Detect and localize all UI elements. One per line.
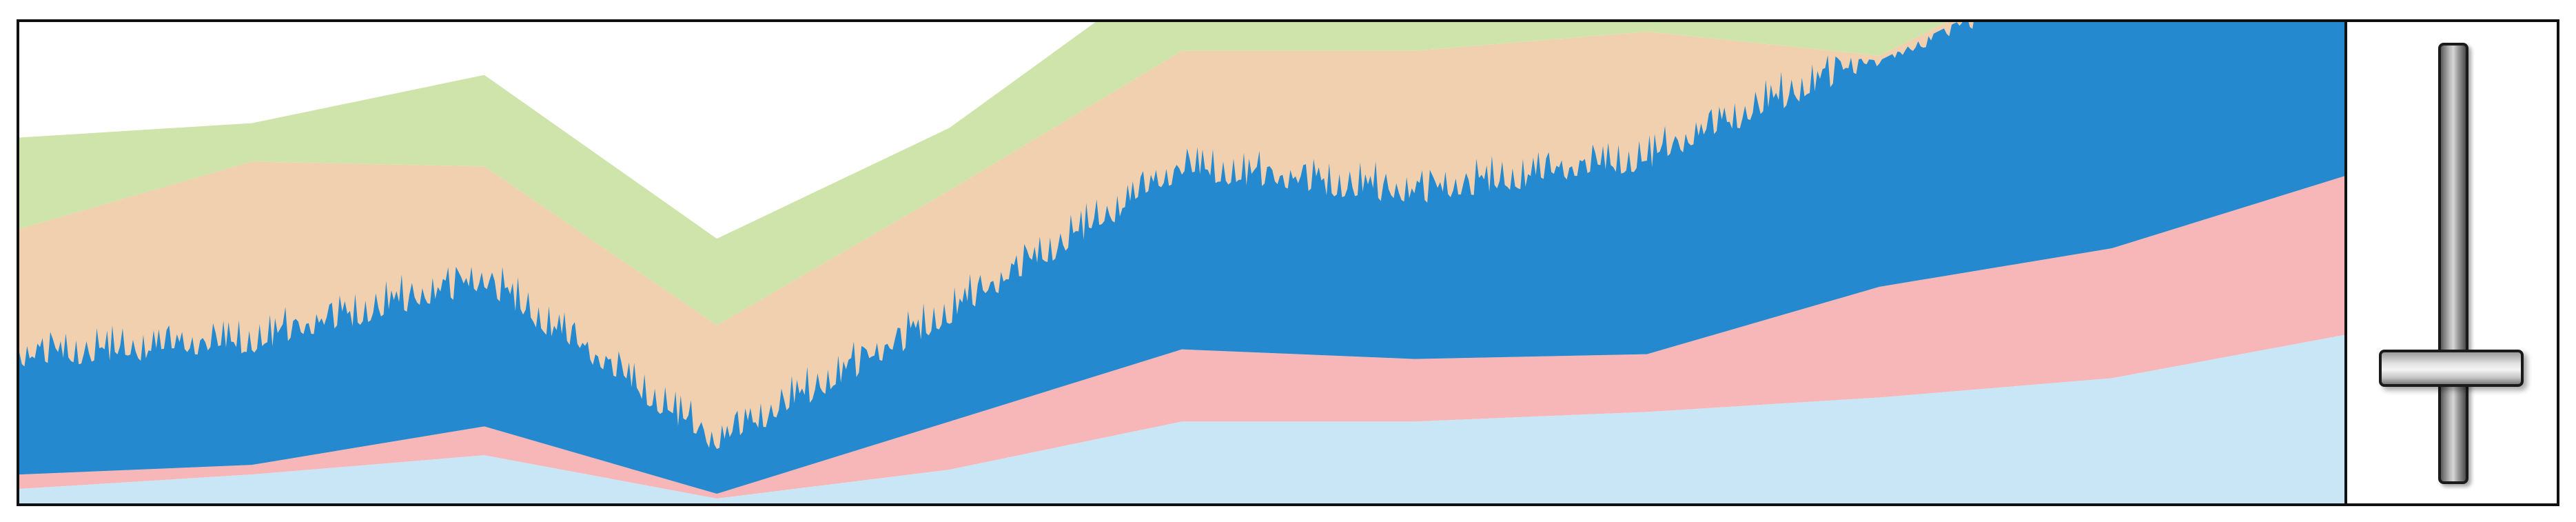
area-series-5 [19, 22, 1948, 325]
vertical-slider-track[interactable] [2438, 43, 2468, 484]
area-series-1 [19, 334, 2344, 503]
chart-plot-area [17, 19, 2344, 506]
vertical-slider-thumb[interactable] [2379, 350, 2524, 388]
area-series-2 [19, 176, 2344, 499]
area-series-3 [19, 22, 2344, 494]
slider-panel [2344, 19, 2559, 506]
stacked-area-chart [19, 22, 2344, 503]
